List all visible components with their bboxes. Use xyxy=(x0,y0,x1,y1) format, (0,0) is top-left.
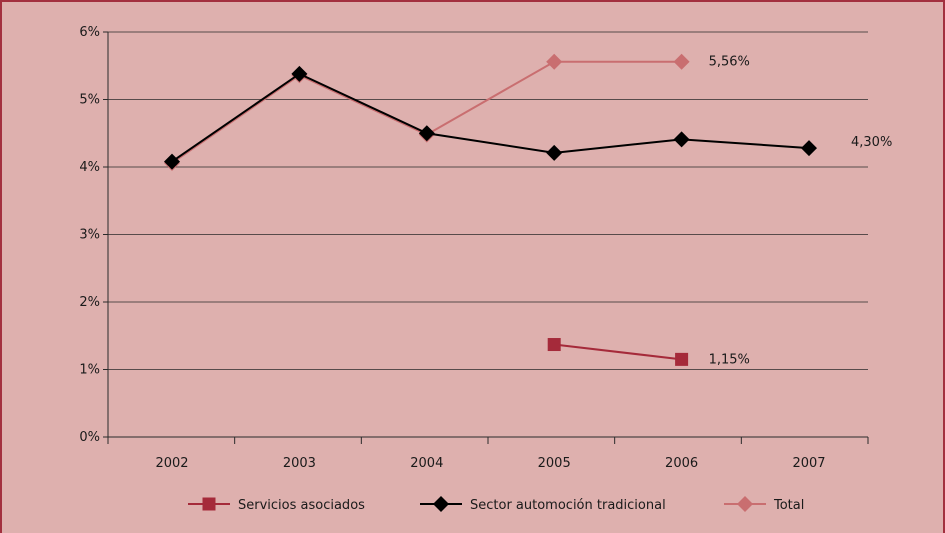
data-point xyxy=(418,125,435,142)
legend-marker xyxy=(202,497,216,511)
y-tick-label: 1% xyxy=(79,363,100,378)
data-point xyxy=(675,352,689,366)
data-point xyxy=(291,65,308,82)
x-tick-label: 2002 xyxy=(155,456,188,471)
series-group xyxy=(164,53,817,366)
series-line xyxy=(171,72,810,163)
legend-item: Sector automoción tradicional xyxy=(420,496,666,513)
axes xyxy=(103,31,869,444)
data-point xyxy=(547,338,561,352)
series-0 xyxy=(547,338,689,366)
legend-item: Servicios asociados xyxy=(188,497,365,513)
y-tick-label: 0% xyxy=(79,430,100,445)
data-labels: 5,56% 4,30% 1,15% xyxy=(709,55,893,368)
y-tick-label: 4% xyxy=(79,160,100,175)
legend: Servicios asociados Sector automoción tra… xyxy=(188,496,804,513)
y-tick-label: 5% xyxy=(79,93,100,108)
data-point xyxy=(673,53,690,70)
legend-marker xyxy=(433,496,449,512)
legend-label: Servicios asociados xyxy=(238,498,365,513)
legend-label: Total xyxy=(773,498,804,513)
data-label: 4,30% xyxy=(851,135,892,150)
data-point xyxy=(801,140,817,157)
x-tick-label: 2003 xyxy=(283,456,316,471)
y-tick-label: 6% xyxy=(79,25,100,40)
y-tick-labels: 0% 1% 2% 3% 4% 5% 6% xyxy=(79,25,100,445)
x-tick-labels: 2002 2003 2004 2005 2006 2007 xyxy=(155,456,825,471)
series-line xyxy=(554,343,682,361)
y-tick-label: 2% xyxy=(79,295,100,310)
data-label: 1,15% xyxy=(709,352,750,367)
legend-label: Sector automoción tradicional xyxy=(470,498,666,513)
x-tick-label: 2005 xyxy=(538,456,571,471)
data-point xyxy=(164,153,180,170)
data-point xyxy=(546,144,563,161)
y-tick-label: 3% xyxy=(79,228,100,243)
data-point xyxy=(546,53,563,70)
data-label: 5,56% xyxy=(709,55,750,70)
x-tick-label: 2006 xyxy=(665,456,698,471)
series-1 xyxy=(164,65,817,170)
legend-marker xyxy=(737,496,753,512)
x-tick-label: 2007 xyxy=(792,456,825,471)
x-tick-label: 2004 xyxy=(410,456,443,471)
legend-item: Total xyxy=(724,496,804,513)
data-point xyxy=(673,131,690,148)
